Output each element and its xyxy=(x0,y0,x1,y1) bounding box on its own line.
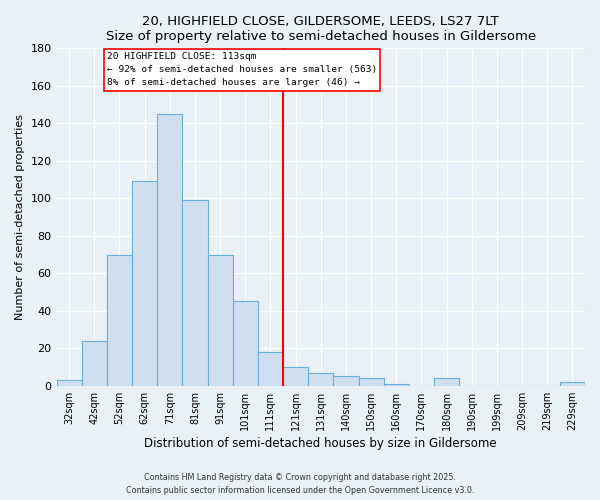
Bar xyxy=(56,380,82,386)
Bar xyxy=(157,114,182,386)
Title: 20, HIGHFIELD CLOSE, GILDERSOME, LEEDS, LS27 7LT
Size of property relative to se: 20, HIGHFIELD CLOSE, GILDERSOME, LEEDS, … xyxy=(106,15,536,43)
Bar xyxy=(308,372,334,386)
Bar xyxy=(434,378,459,386)
Bar xyxy=(233,302,258,386)
Bar xyxy=(258,352,283,386)
X-axis label: Distribution of semi-detached houses by size in Gildersome: Distribution of semi-detached houses by … xyxy=(145,437,497,450)
Bar xyxy=(383,384,409,386)
Text: 20 HIGHFIELD CLOSE: 113sqm
← 92% of semi-detached houses are smaller (563)
8% of: 20 HIGHFIELD CLOSE: 113sqm ← 92% of semi… xyxy=(107,52,377,88)
Bar xyxy=(283,367,308,386)
Text: Contains HM Land Registry data © Crown copyright and database right 2025.
Contai: Contains HM Land Registry data © Crown c… xyxy=(126,473,474,495)
Bar xyxy=(359,378,383,386)
Bar xyxy=(334,376,359,386)
Bar xyxy=(107,254,132,386)
Bar xyxy=(132,182,157,386)
Bar xyxy=(182,200,208,386)
Y-axis label: Number of semi-detached properties: Number of semi-detached properties xyxy=(15,114,25,320)
Bar xyxy=(208,254,233,386)
Bar xyxy=(82,341,107,386)
Bar xyxy=(560,382,585,386)
